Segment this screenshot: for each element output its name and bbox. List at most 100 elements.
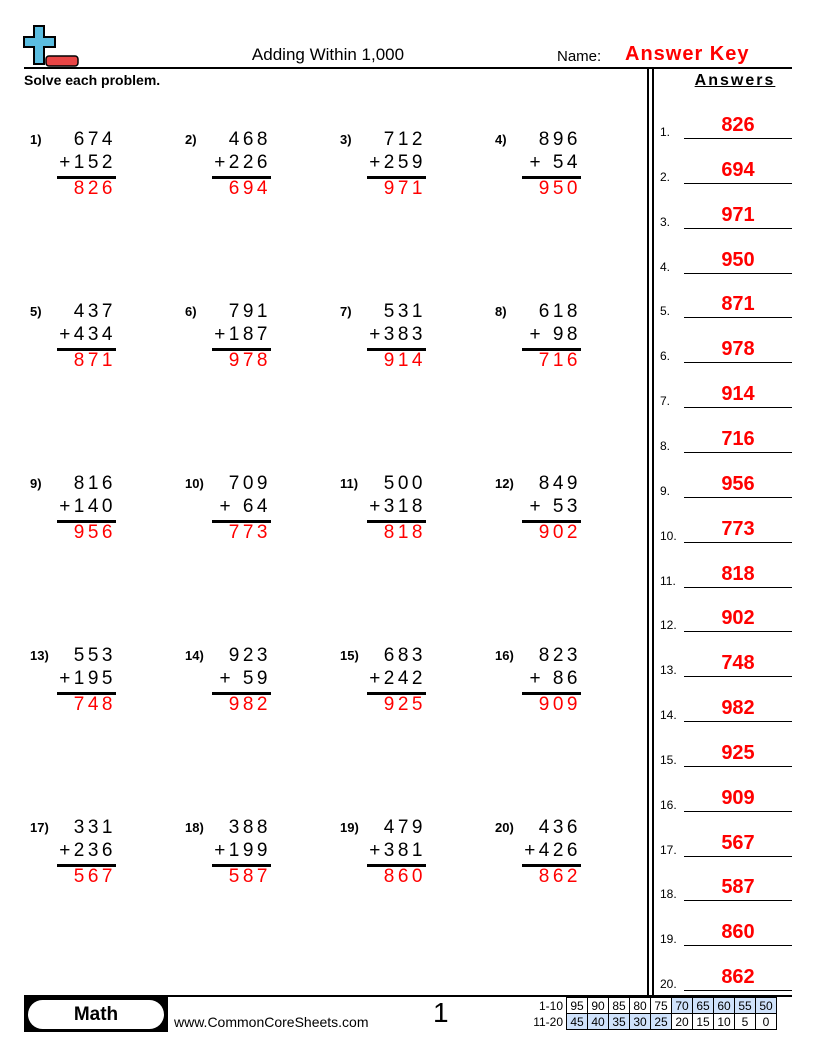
problem-number: 20) xyxy=(495,820,514,835)
sum-line xyxy=(212,348,271,351)
answer-number: 14. xyxy=(660,708,677,723)
addend-top: 618 xyxy=(538,301,581,322)
sum-answer: 914 xyxy=(383,350,426,371)
sum-line xyxy=(57,692,116,695)
score-cell: 60 xyxy=(713,997,735,1014)
answer-column-divider xyxy=(647,69,649,995)
addend-bottom: + 53 xyxy=(529,496,581,517)
answer-number: 17. xyxy=(660,842,677,857)
addend-top: 437 xyxy=(73,301,116,322)
addend-bottom: +381 xyxy=(369,840,426,861)
sum-line xyxy=(367,348,426,351)
page-number: 1 xyxy=(433,997,449,1028)
sum-answer: 982 xyxy=(228,694,271,715)
answer-row: 1. 826 xyxy=(660,109,792,139)
score-cell: 20 xyxy=(671,1013,693,1030)
problem: 19) 479 +381 860 xyxy=(340,817,470,908)
sum-answer: 694 xyxy=(228,178,271,199)
answer-row: 3. 971 xyxy=(660,199,792,229)
score-row: 1-10 95 90 85 80 75 70 65 60 55 50 xyxy=(527,997,777,1014)
problem-number: 12) xyxy=(495,476,514,491)
addend-top: 791 xyxy=(228,301,271,322)
answer-value: 748 xyxy=(721,652,755,675)
addend-top: 849 xyxy=(538,473,581,494)
answer-value: 914 xyxy=(721,383,755,406)
problem: 4) 896 + 54 950 xyxy=(495,129,625,220)
answer-number: 9. xyxy=(660,483,671,498)
answer-line xyxy=(684,721,792,723)
answer-row: 13. 748 xyxy=(660,647,792,678)
answer-line xyxy=(684,451,792,453)
answer-number: 10. xyxy=(660,528,677,543)
answer-line xyxy=(684,810,792,812)
answer-number: 18. xyxy=(660,887,677,902)
sum-line xyxy=(212,692,271,695)
problem: 14) 923 + 59 982 xyxy=(185,645,315,736)
score-cell: 90 xyxy=(587,997,609,1014)
sum-line xyxy=(367,864,426,867)
score-cell: 0 xyxy=(755,1013,777,1030)
addend-bottom: +195 xyxy=(59,668,116,689)
sum-line xyxy=(522,348,581,351)
sum-line xyxy=(212,864,271,867)
answer-line xyxy=(684,362,792,364)
addend-top: 479 xyxy=(383,817,426,838)
answer-row: 17. 567 xyxy=(660,827,792,857)
answer-value: 925 xyxy=(721,741,755,764)
problem-number: 9) xyxy=(30,476,42,491)
problem: 15) 683 +242 925 xyxy=(340,645,470,736)
sum-line xyxy=(522,692,581,695)
answer-value: 871 xyxy=(721,293,755,316)
answer-row: 11. 818 xyxy=(660,558,792,588)
answer-value: 902 xyxy=(721,607,755,630)
sum-answer: 871 xyxy=(73,350,116,371)
answer-line xyxy=(684,586,792,588)
score-row: 11-20 45 40 35 30 25 20 15 10 5 0 xyxy=(527,1013,777,1030)
answer-value: 971 xyxy=(721,203,755,226)
problem: 20) 436 +426 862 xyxy=(495,817,625,908)
addend-top: 674 xyxy=(73,129,116,150)
answer-line xyxy=(684,496,792,498)
sum-answer: 978 xyxy=(228,350,271,371)
answer-number: 19. xyxy=(660,932,677,947)
problem-number: 10) xyxy=(185,476,204,491)
addend-bottom: + 59 xyxy=(219,668,271,689)
answer-value: 860 xyxy=(721,921,755,944)
addend-top: 712 xyxy=(383,129,426,150)
sum-line xyxy=(57,348,116,351)
score-cell: 95 xyxy=(566,997,588,1014)
sum-answer: 956 xyxy=(73,522,116,543)
answer-value: 978 xyxy=(721,338,755,361)
sum-line xyxy=(522,864,581,867)
score-cell: 25 xyxy=(650,1013,672,1030)
answer-line xyxy=(684,990,792,992)
score-cell: 75 xyxy=(650,997,672,1014)
problem: 13) 553 +195 748 xyxy=(30,645,160,736)
sum-answer: 748 xyxy=(73,694,116,715)
name-value: Answer Key xyxy=(625,43,750,65)
addend-top: 683 xyxy=(383,645,426,666)
addend-bottom: +187 xyxy=(214,324,271,345)
answer-number: 2. xyxy=(660,169,671,184)
addend-top: 709 xyxy=(228,473,271,494)
sum-answer: 587 xyxy=(228,866,271,887)
addend-bottom: + 98 xyxy=(529,324,581,345)
answer-number: 3. xyxy=(660,214,671,229)
addend-top: 436 xyxy=(538,817,581,838)
answer-row: 5. 871 xyxy=(660,288,792,319)
score-cell: 40 xyxy=(587,1013,609,1030)
answer-line xyxy=(684,272,792,274)
problem-number: 4) xyxy=(495,132,507,147)
score-row-label: 11-20 xyxy=(533,1014,563,1029)
sum-line xyxy=(57,864,116,867)
answer-number: 11. xyxy=(660,573,676,588)
problem: 5) 437 +434 871 xyxy=(30,301,160,392)
sum-line xyxy=(212,520,271,523)
addend-top: 923 xyxy=(228,645,271,666)
answer-line xyxy=(684,900,792,902)
addend-bottom: +434 xyxy=(59,324,116,345)
addend-bottom: +318 xyxy=(369,496,426,517)
answer-number: 12. xyxy=(660,618,677,633)
problem-number: 7) xyxy=(340,304,352,319)
answer-number: 13. xyxy=(660,663,677,678)
